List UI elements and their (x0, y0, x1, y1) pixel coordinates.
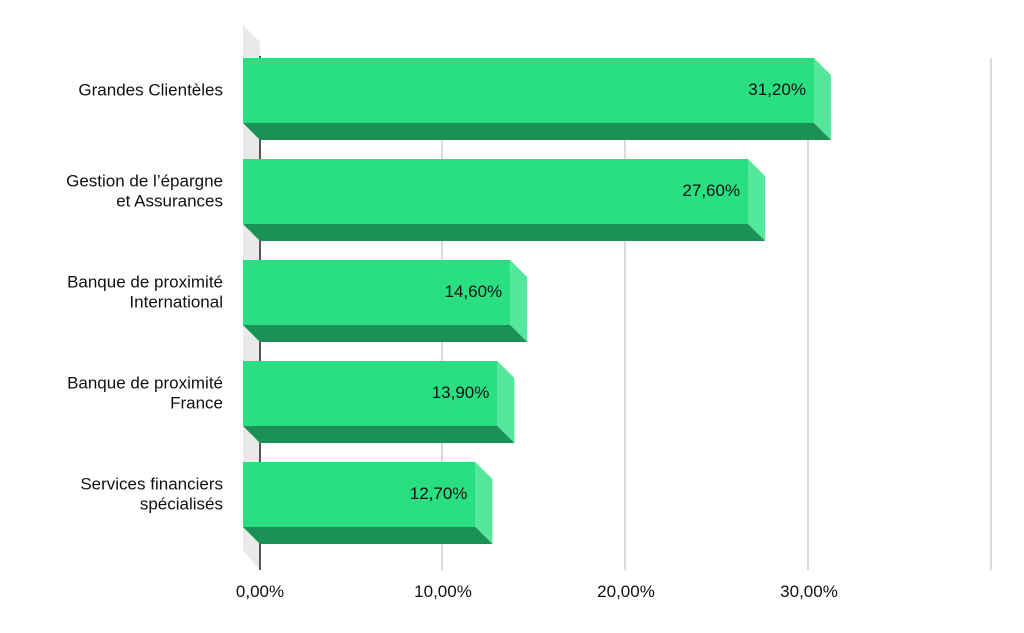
bar-front-face (243, 159, 749, 224)
bar (243, 462, 493, 544)
category-label: Banque de proximité International (67, 273, 223, 312)
category-label-line: France (170, 394, 223, 413)
bar-side-face (748, 159, 766, 241)
labels-layer: 0,00% 10,00% 20,00% 30,00% 31,20% Grandes Cli… (66, 80, 838, 601)
bar (243, 58, 831, 140)
bar (243, 159, 766, 241)
bar-side-face (510, 260, 528, 342)
category-label-line: Services financiers (80, 475, 223, 494)
category-label-line: Banque de proximité (67, 273, 223, 292)
bar-value-label: 31,20% (748, 80, 806, 99)
category-label: Banque de proximité France (67, 374, 223, 413)
category-label-line: et Assurances (116, 192, 223, 211)
category-label: Gestion de l’épargne et Assurances (66, 172, 223, 211)
bar-value-label: 12,70% (410, 484, 468, 503)
x-tick-label: 0,00% (236, 582, 284, 601)
category-label-line: International (129, 293, 223, 312)
bar-side-face (475, 462, 493, 544)
bar-side-face (813, 58, 831, 140)
bar-front-face (243, 462, 476, 527)
bar-front-face (243, 260, 511, 325)
category-label-line: Grandes Clientèles (78, 81, 223, 100)
bar (243, 361, 515, 443)
bar-front-face (243, 361, 498, 426)
category-label: Grandes Clientèles (78, 81, 223, 100)
bar-value-label: 13,90% (432, 383, 490, 402)
bar-side-face (497, 361, 515, 443)
bar (243, 260, 528, 342)
x-tick-label: 10,00% (414, 582, 472, 601)
bar-bottom-face (243, 123, 831, 140)
bar-value-label: 27,60% (682, 181, 740, 200)
bars-layer (243, 58, 831, 544)
bar-bottom-face (243, 527, 493, 544)
bar-bottom-face (243, 224, 766, 241)
category-label: Services financiers spécialisés (80, 475, 223, 514)
bar-front-face (243, 58, 814, 123)
category-label-line: spécialisés (140, 495, 223, 514)
x-tick-label: 30,00% (780, 582, 838, 601)
bar-bottom-face (243, 325, 528, 342)
bar-bottom-face (243, 426, 515, 443)
category-label-line: Gestion de l’épargne (66, 172, 223, 191)
x-tick-label: 20,00% (597, 582, 655, 601)
bar-value-label: 14,60% (445, 282, 503, 301)
category-label-line: Banque de proximité (67, 374, 223, 393)
